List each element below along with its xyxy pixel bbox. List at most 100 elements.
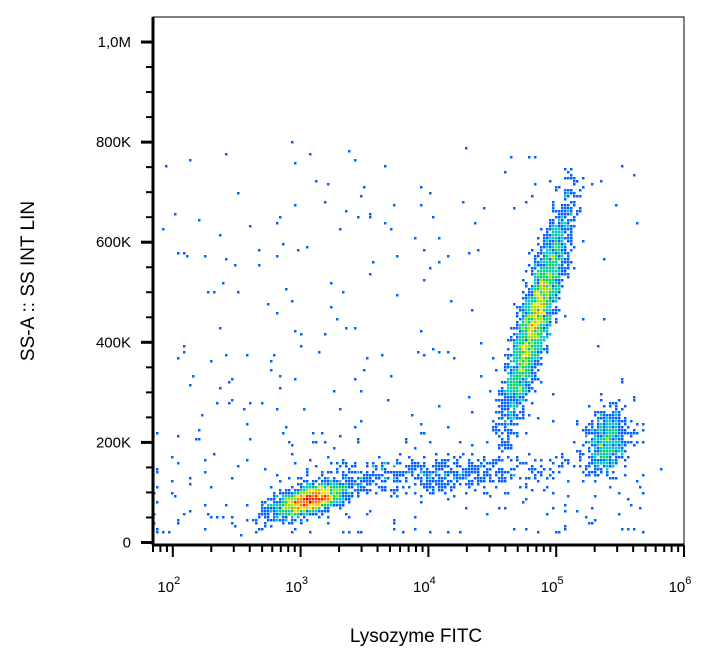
data-point [267,516,270,519]
data-point [516,378,519,381]
data-point [594,447,597,450]
data-point [525,324,528,327]
data-point [591,522,594,525]
data-point [510,156,513,159]
data-point [438,351,441,354]
data-point [450,489,453,492]
data-point [351,486,354,489]
data-point [345,462,348,465]
data-point [534,342,537,345]
data-point [564,177,567,180]
data-point [342,501,345,504]
data-point [441,480,444,483]
data-point [507,411,510,414]
data-point [441,483,444,486]
data-point [579,456,582,459]
data-point [642,423,645,426]
data-point [513,396,516,399]
data-point [270,360,273,363]
data-point [519,486,522,489]
data-point [174,213,177,216]
data-point [624,450,627,453]
data-point [543,264,546,267]
data-point [426,489,429,492]
data-point [543,234,546,237]
data-point [309,531,312,534]
data-point [363,369,366,372]
data-point [384,468,387,471]
data-point [339,489,342,492]
data-point [471,480,474,483]
data-point [330,306,333,309]
data-point [612,444,615,447]
data-point [537,417,540,420]
data-point [519,306,522,309]
data-point [510,336,513,339]
data-point [609,459,612,462]
data-point [564,273,567,276]
data-point [522,312,525,315]
data-point [588,405,591,408]
data-point [549,270,552,273]
data-point [537,363,540,366]
data-point [615,405,618,408]
data-point [567,264,570,267]
data-point [297,513,300,516]
data-point [411,468,414,471]
data-point [534,300,537,303]
data-point [558,249,561,252]
data-point [504,402,507,405]
data-point [534,378,537,381]
data-point [216,402,219,405]
data-point [606,459,609,462]
data-point [558,276,561,279]
data-point [525,330,528,333]
data-point [459,483,462,486]
data-point [552,249,555,252]
data-point [570,168,573,171]
data-point [339,492,342,495]
data-point [537,264,540,267]
data-point [279,504,282,507]
data-point [342,471,345,474]
data-point [270,507,273,510]
data-point [612,417,615,420]
data-point [549,315,552,318]
data-point [552,462,555,465]
data-point [438,468,441,471]
data-point [546,351,549,354]
data-point [558,255,561,258]
data-point [498,459,501,462]
data-point [513,414,516,417]
data-point [267,510,270,513]
data-point [519,369,522,372]
data-point [354,465,357,468]
data-point [507,441,510,444]
data-point [504,396,507,399]
data-point [399,453,402,456]
data-point [300,501,303,504]
data-point [582,453,585,456]
data-point [531,267,534,270]
data-point [387,399,390,402]
data-point [351,492,354,495]
data-point [558,258,561,261]
data-point [288,492,291,495]
data-point [231,399,234,402]
data-point [339,501,342,504]
data-point [297,501,300,504]
data-point [525,312,528,315]
data-point [549,291,552,294]
data-point [489,477,492,480]
data-point [567,225,570,228]
data-point [291,444,294,447]
data-point [498,429,501,432]
data-point [183,345,186,348]
data-point [546,234,549,237]
data-point [558,252,561,255]
data-point [390,495,393,498]
data-point [309,504,312,507]
data-point [603,441,606,444]
data-point [555,267,558,270]
data-point [336,483,339,486]
